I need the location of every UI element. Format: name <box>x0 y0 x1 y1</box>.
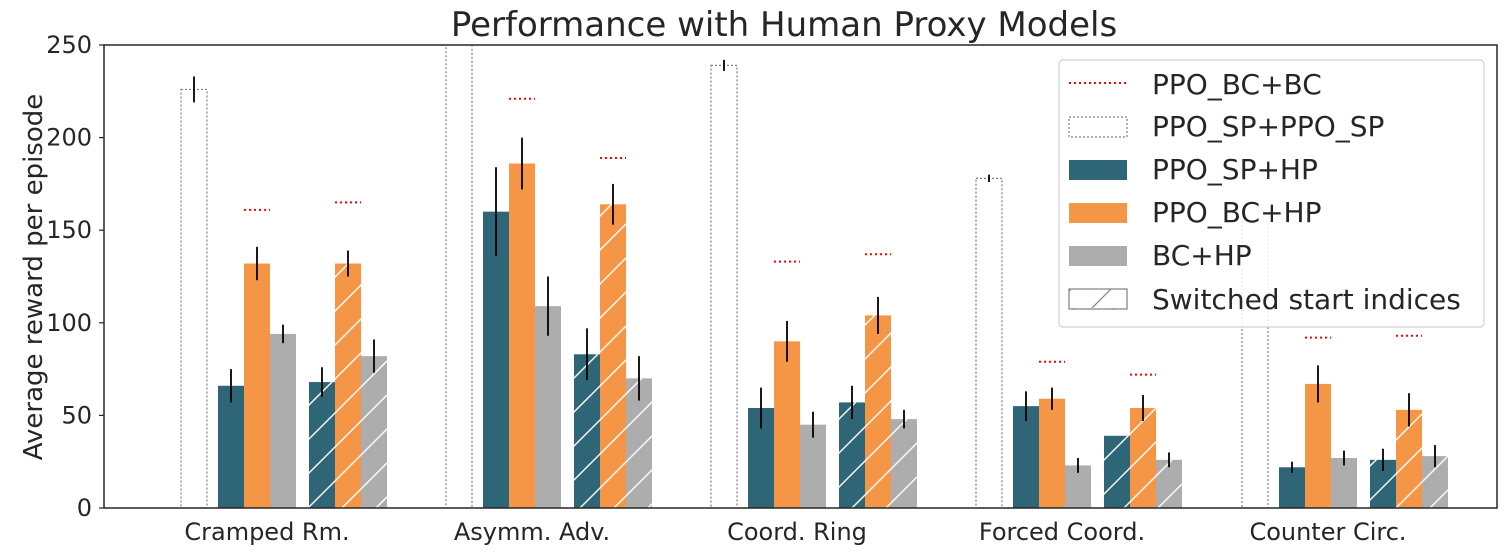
bar-bc-hp <box>800 424 826 508</box>
legend-swatch-hatch <box>1068 288 1128 310</box>
x-tick-label: Counter Circ. <box>1249 518 1406 546</box>
legend-swatch-ppo-sp-sp <box>1068 116 1128 138</box>
bar-bc-hp-switched-hatch <box>891 419 917 508</box>
bar-bc-hp <box>1331 457 1357 508</box>
bar-ppo-sp-hp-switched-hatch <box>839 402 865 508</box>
bar-bc-hp <box>535 306 561 508</box>
legend-label-switched: Switched start indices <box>1152 283 1461 316</box>
legend-swatch-ppo-sp-hp <box>1069 160 1127 180</box>
bar-ppo-bc-hp <box>244 263 270 508</box>
bar-ppo-sp-hp <box>483 211 509 508</box>
bar-ppo-bc-hp <box>1039 398 1065 508</box>
y-axis: 0 50 100 150 200 250 <box>46 31 104 522</box>
bar-ppo-sp-ppo-sp <box>710 64 738 508</box>
bar-ppo-bc-hp <box>1305 383 1331 508</box>
y-tick-label: 0 <box>77 494 92 522</box>
legend-label-ppo-sp-hp: PPO_SP+HP <box>1152 153 1318 186</box>
bar-ppo-sp-hp-switched-hatch <box>1104 435 1130 508</box>
bar-ppo-sp-hp <box>1279 467 1305 508</box>
bar-ppo-bc-hp-switched-hatch <box>600 204 626 508</box>
plot-area <box>180 45 1448 508</box>
legend-swatch-bc-hp <box>1069 246 1127 266</box>
x-tick-label: Forced Coord. <box>979 518 1145 546</box>
bar-ppo-sp-hp-switched-hatch <box>309 382 335 508</box>
x-tick-label: Cramped Rm. <box>184 518 349 546</box>
legend-label-bc-hp: BC+HP <box>1152 239 1252 272</box>
legend-box <box>1058 59 1485 328</box>
y-tick-label: 50 <box>61 401 92 429</box>
bar-ppo-bc-hp-switched-hatch <box>335 263 361 508</box>
bar-ppo-bc-hp-switched-hatch <box>865 315 891 508</box>
bar-bc-hp-switched-hatch <box>361 356 387 508</box>
y-tick-label: 100 <box>46 309 92 337</box>
bar-ppo-sp-ppo-sp <box>975 177 1003 508</box>
legend-swatch-ppo-bc-hp <box>1069 203 1127 223</box>
bar-bc-hp <box>270 333 296 508</box>
y-tick-label: 200 <box>46 124 92 152</box>
bar-ppo-bc-hp-switched-hatch <box>1130 407 1156 508</box>
y-tick-label: 150 <box>46 216 92 244</box>
legend-label-ppo-sp-sp: PPO_SP+PPO_SP <box>1152 110 1384 143</box>
plot-frame <box>103 44 1498 509</box>
bar-ppo-bc-hp <box>509 163 535 508</box>
x-tick-label: Coord. Ring <box>727 518 867 546</box>
x-tick-label: Asymm. Adv. <box>454 518 610 546</box>
bar-ppo-sp-hp <box>218 385 244 508</box>
bar-ppo-sp-ppo-sp <box>445 45 473 508</box>
legend-label-ppo-bc-bc: PPO_BC+BC <box>1152 68 1322 101</box>
y-axis-label: Average reward per episode <box>19 94 49 460</box>
bar-ppo-sp-hp <box>1013 406 1039 508</box>
bar-ppo-sp-ppo-sp <box>180 88 208 508</box>
bar-bc-hp-switched-hatch <box>1156 459 1182 508</box>
chart-title: Performance with Human Proxy Models <box>451 5 1117 45</box>
x-axis: Cramped Rm. Asymm. Adv. Coord. Ring Forced … <box>184 518 1406 546</box>
legend-label-ppo-bc-hp: PPO_BC+HP <box>1152 196 1321 229</box>
legend: PPO_BC+BC PPO_SP+PPO_SP PPO_SP+HP PPO_BC… <box>1058 59 1485 328</box>
y-tick-label: 250 <box>46 31 92 59</box>
bar-ppo-bc-hp <box>774 341 800 508</box>
